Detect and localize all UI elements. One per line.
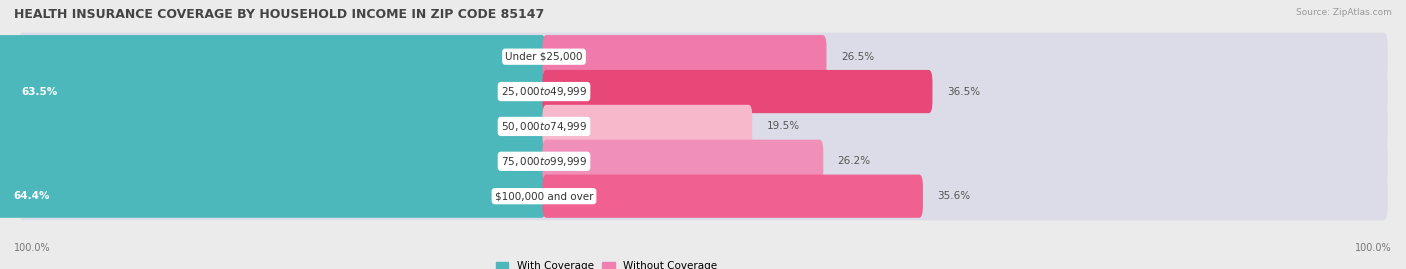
Text: HEALTH INSURANCE COVERAGE BY HOUSEHOLD INCOME IN ZIP CODE 85147: HEALTH INSURANCE COVERAGE BY HOUSEHOLD I… xyxy=(14,8,544,21)
FancyBboxPatch shape xyxy=(543,35,827,78)
FancyBboxPatch shape xyxy=(18,172,1388,220)
FancyBboxPatch shape xyxy=(543,70,932,113)
Text: 26.2%: 26.2% xyxy=(838,156,870,166)
Text: $50,000 to $74,999: $50,000 to $74,999 xyxy=(501,120,588,133)
FancyBboxPatch shape xyxy=(543,175,922,218)
FancyBboxPatch shape xyxy=(0,175,546,218)
FancyBboxPatch shape xyxy=(0,140,546,183)
Text: $25,000 to $49,999: $25,000 to $49,999 xyxy=(501,85,588,98)
FancyBboxPatch shape xyxy=(18,102,1388,150)
Text: Under $25,000: Under $25,000 xyxy=(505,52,582,62)
Text: 36.5%: 36.5% xyxy=(946,87,980,97)
FancyBboxPatch shape xyxy=(0,35,546,78)
Text: 19.5%: 19.5% xyxy=(766,121,800,132)
FancyBboxPatch shape xyxy=(18,33,1388,81)
Text: 100.0%: 100.0% xyxy=(1355,243,1392,253)
FancyBboxPatch shape xyxy=(543,105,752,148)
Text: $75,000 to $99,999: $75,000 to $99,999 xyxy=(501,155,588,168)
Text: Source: ZipAtlas.com: Source: ZipAtlas.com xyxy=(1296,8,1392,17)
FancyBboxPatch shape xyxy=(18,68,1388,116)
Text: $100,000 and over: $100,000 and over xyxy=(495,191,593,201)
FancyBboxPatch shape xyxy=(18,137,1388,185)
Text: 64.4%: 64.4% xyxy=(14,191,51,201)
Text: 63.5%: 63.5% xyxy=(21,87,58,97)
FancyBboxPatch shape xyxy=(0,105,546,148)
FancyBboxPatch shape xyxy=(543,140,824,183)
FancyBboxPatch shape xyxy=(0,70,546,113)
Legend: With Coverage, Without Coverage: With Coverage, Without Coverage xyxy=(492,257,721,269)
Text: 26.5%: 26.5% xyxy=(841,52,875,62)
Text: 35.6%: 35.6% xyxy=(938,191,970,201)
Text: 100.0%: 100.0% xyxy=(14,243,51,253)
